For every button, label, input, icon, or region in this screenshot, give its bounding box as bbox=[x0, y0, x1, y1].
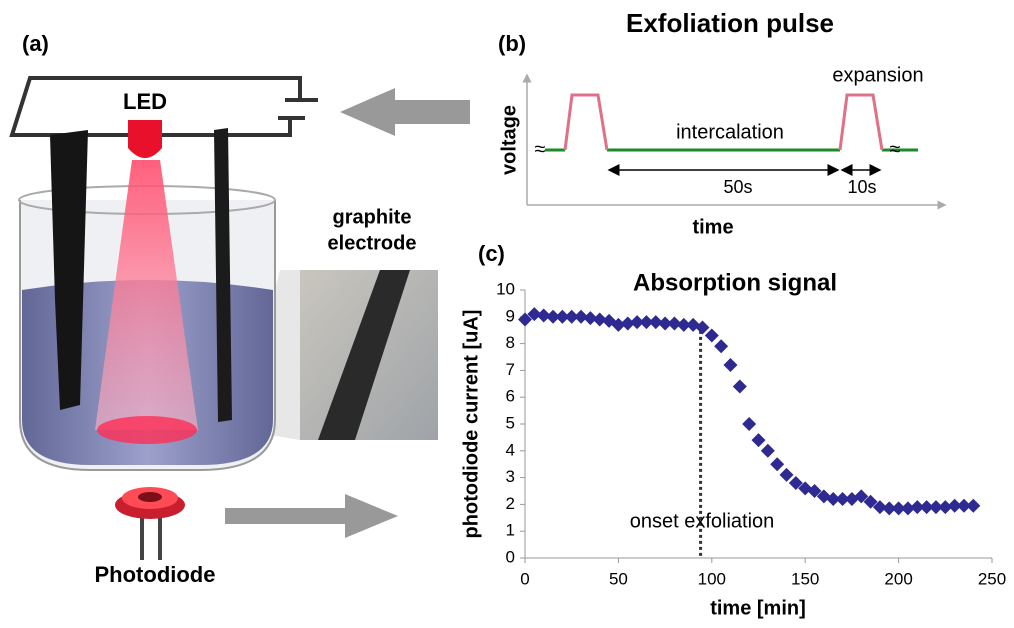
panel-c: (c) Absorption signal photodiode current… bbox=[460, 241, 1006, 619]
x-axis-label: time [min] bbox=[710, 597, 806, 619]
x-tick-label: 50 bbox=[609, 569, 628, 588]
data-point bbox=[723, 358, 737, 372]
y-axis-label: photodiode current [uA] bbox=[460, 310, 482, 539]
data-point bbox=[770, 457, 784, 471]
data-point bbox=[714, 339, 728, 353]
chart-title: Absorption signal bbox=[633, 269, 837, 296]
y-tick-label: 2 bbox=[506, 494, 515, 513]
y-tick-label: 1 bbox=[506, 521, 515, 540]
led-label: LED bbox=[123, 89, 167, 114]
x-tick-label: 200 bbox=[884, 569, 912, 588]
data-point bbox=[742, 417, 756, 431]
x-tick-label: 150 bbox=[791, 569, 819, 588]
figure: (a) LED graphite electrode Photodiode (b… bbox=[0, 0, 1014, 628]
y-tick-label: 3 bbox=[506, 467, 515, 486]
photodiode-window bbox=[138, 492, 162, 502]
data-point bbox=[705, 329, 719, 343]
y-tick-label: 9 bbox=[506, 306, 515, 325]
panel-b: (b) Exfoliation pulse voltage time ≈ ≈ i… bbox=[498, 8, 945, 238]
pulse-title: Exfoliation pulse bbox=[626, 8, 834, 38]
y-tick-label: 10 bbox=[496, 279, 515, 298]
y-tick-label: 8 bbox=[506, 333, 515, 352]
data-point bbox=[752, 433, 766, 447]
y-tick-label: 4 bbox=[506, 440, 515, 459]
photodiode-label: Photodiode bbox=[95, 562, 216, 587]
data-point bbox=[761, 444, 775, 458]
inset-label: electrode bbox=[328, 232, 417, 254]
led bbox=[128, 120, 162, 158]
interval-label: 50s bbox=[723, 177, 752, 197]
break: ≈ bbox=[890, 138, 901, 160]
x-tick-label: 100 bbox=[698, 569, 726, 588]
y-tick-label: 0 bbox=[506, 547, 515, 566]
axis-label: time bbox=[692, 216, 733, 238]
y-tick-label: 6 bbox=[506, 387, 515, 406]
phase-label: expansion bbox=[832, 64, 923, 86]
inset-label: graphite bbox=[333, 206, 412, 228]
data-point bbox=[733, 379, 747, 393]
arrow bbox=[340, 88, 470, 136]
axis-label: voltage bbox=[498, 105, 520, 175]
break: ≈ bbox=[535, 138, 546, 160]
x-tick-label: 250 bbox=[978, 569, 1006, 588]
arrow bbox=[225, 494, 398, 538]
data-point bbox=[966, 499, 980, 513]
panel-label: (c) bbox=[478, 241, 505, 266]
y-tick-label: 7 bbox=[506, 360, 515, 379]
phase-label: intercalation bbox=[676, 121, 784, 143]
onset-label: onset exfoliation bbox=[630, 510, 775, 532]
panel-label: (b) bbox=[498, 31, 526, 56]
panel-label: (a) bbox=[22, 31, 49, 56]
y-tick-label: 5 bbox=[506, 413, 515, 432]
light-spot bbox=[97, 416, 197, 444]
x-tick-label: 0 bbox=[520, 569, 529, 588]
data-point bbox=[780, 468, 794, 482]
panel-a: (a) LED graphite electrode Photodiode bbox=[12, 31, 470, 587]
interval-label: 10s bbox=[847, 177, 876, 197]
